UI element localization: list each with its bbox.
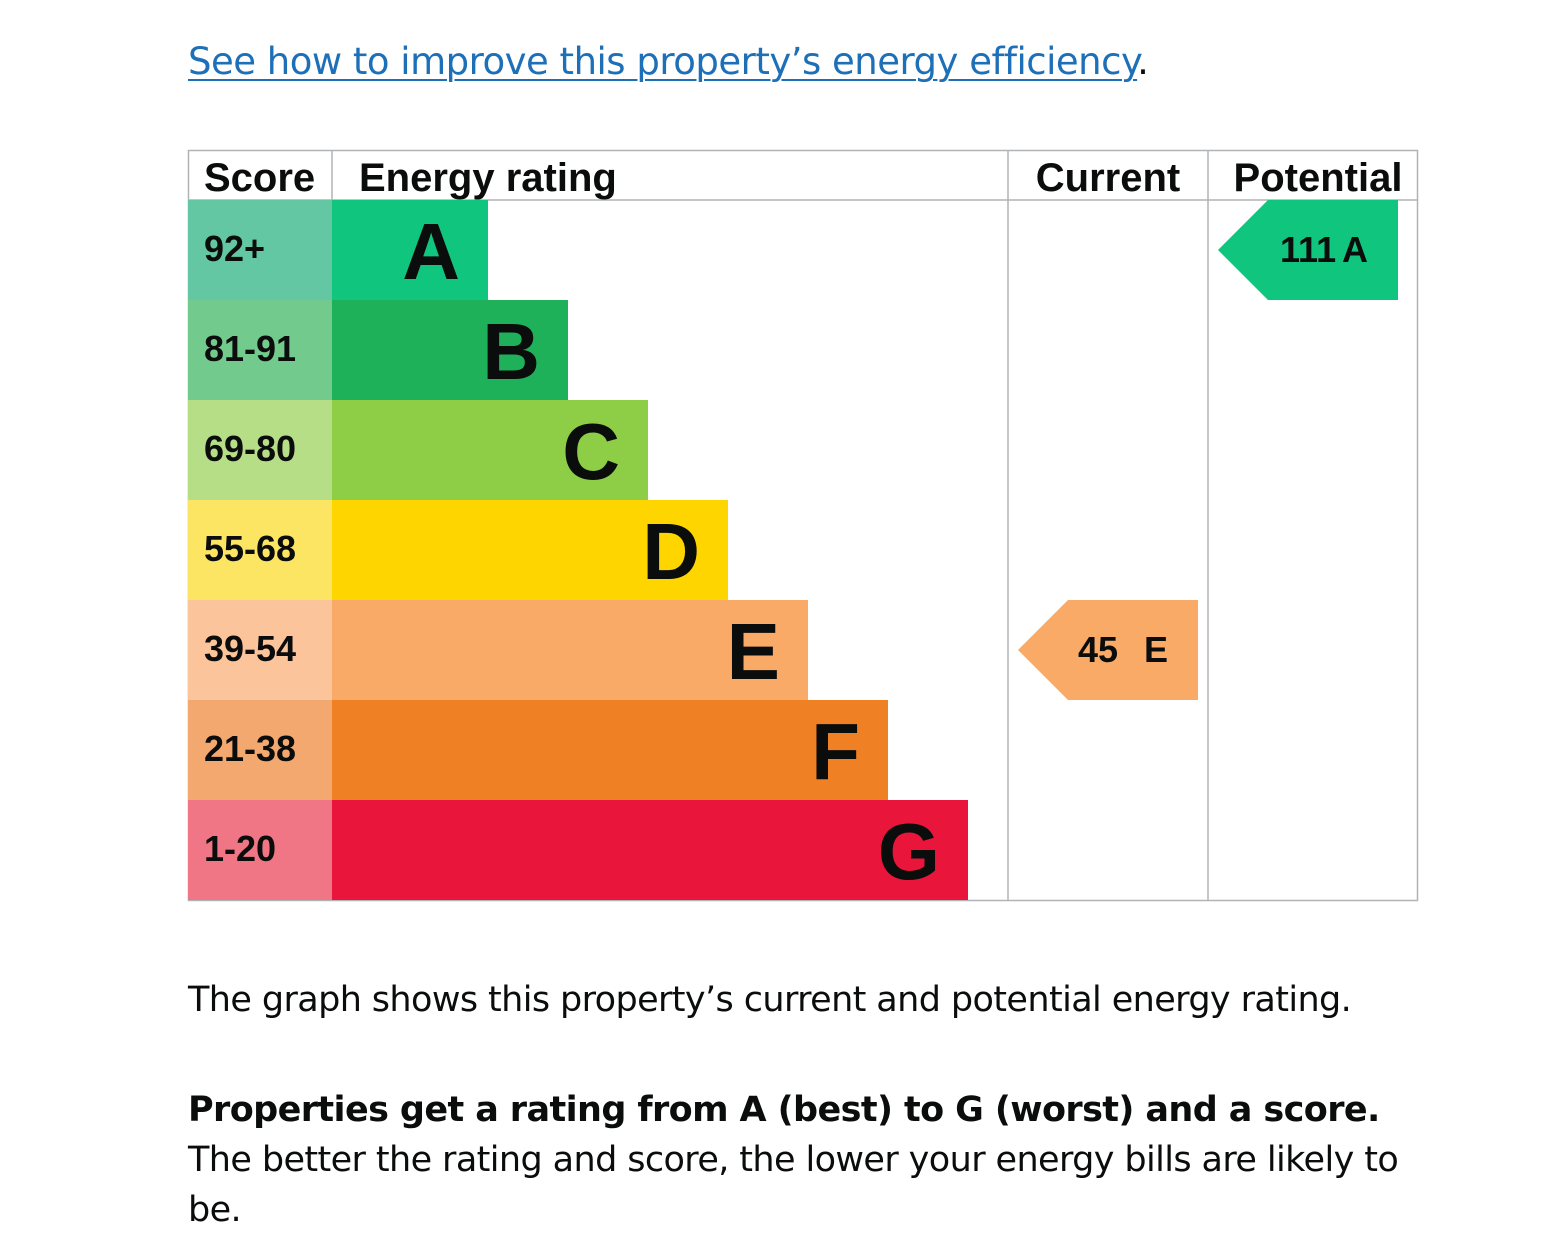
score-cell-g: [188, 800, 332, 900]
rating-bands: 92+ A 81-91 B 69-80 C 55-68 D 39-54 E 21-38 F 1-20 G: [188, 200, 968, 900]
current-flag-arrow: [1018, 600, 1198, 700]
rating-bar-b: [332, 300, 568, 400]
rating-explanation-bold: Properties get a rating from A (best) to…: [188, 1090, 1380, 1130]
current-column-header: Current: [1036, 156, 1180, 200]
current-letter: E: [1144, 629, 1168, 670]
energy-rating-column-header: Energy rating: [359, 156, 617, 200]
score-cell-a: [188, 200, 332, 300]
rating-bar-d: [332, 500, 728, 600]
score-range-g: 1-20: [204, 828, 276, 869]
current-score: 45: [1078, 629, 1118, 670]
potential-rating-flag: 111 A: [1218, 200, 1398, 300]
score-cell-e: [188, 600, 332, 700]
improve-energy-efficiency-link[interactable]: See how to improve this property’s energ…: [188, 40, 1138, 83]
rating-letter-a: A: [402, 207, 460, 296]
rating-letter-f: F: [811, 707, 860, 796]
score-range-e: 39-54: [204, 628, 296, 669]
potential-flag-arrow: [1218, 200, 1398, 300]
rating-bar-f: [332, 700, 888, 800]
rating-explanation-rest: The better the rating and score, the low…: [188, 1140, 1399, 1230]
rating-letter-e: E: [727, 607, 780, 696]
score-range-d: 55-68: [204, 528, 296, 569]
current-rating-flag: 45 E: [1018, 600, 1198, 700]
rating-bar-g: [332, 800, 968, 900]
rating-bar-e: [332, 600, 808, 700]
score-range-b: 81-91: [204, 328, 296, 369]
potential-score: 111: [1280, 229, 1336, 270]
rating-letter-d: D: [642, 507, 700, 596]
link-trailing-period: .: [1137, 40, 1149, 83]
graph-description: The graph shows this property’s current …: [188, 980, 1352, 1020]
score-cell-b: [188, 300, 332, 400]
energy-rating-svg: Score Energy rating Current Potential 92…: [187, 149, 1419, 902]
rating-explanation: Properties get a rating from A (best) to…: [188, 1085, 1428, 1235]
score-range-f: 21-38: [204, 728, 296, 769]
score-cell-c: [188, 400, 332, 500]
score-column-header: Score: [204, 156, 315, 200]
rating-letter-g: G: [878, 807, 940, 896]
rating-bar-a: [332, 200, 488, 300]
score-cell-f: [188, 700, 332, 800]
rating-letter-c: C: [562, 407, 620, 496]
score-range-c: 69-80: [204, 428, 296, 469]
potential-column-header: Potential: [1234, 156, 1403, 200]
score-range-a: 92+: [204, 228, 265, 269]
improve-link-line: See how to improve this property’s energ…: [188, 40, 1149, 83]
energy-rating-graph: Score Energy rating Current Potential 92…: [187, 149, 1420, 904]
rating-bar-c: [332, 400, 648, 500]
rating-letter-b: B: [482, 307, 540, 396]
score-cell-d: [188, 500, 332, 600]
potential-letter: A: [1342, 229, 1368, 270]
